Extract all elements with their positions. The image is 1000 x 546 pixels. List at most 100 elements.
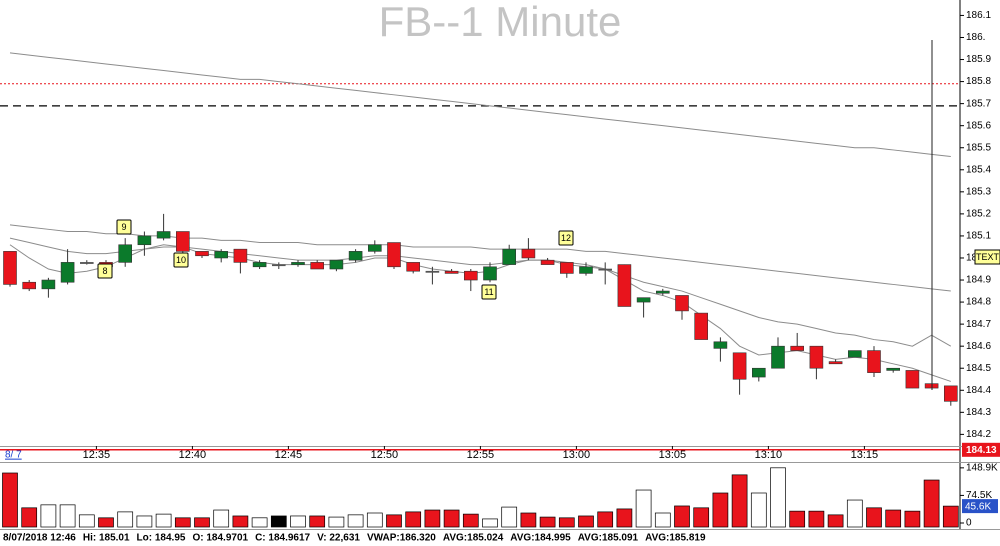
volume-bar	[117, 511, 134, 528]
candle-body	[521, 248, 536, 259]
status-field: C: 184.9617	[255, 533, 310, 544]
volume-bar	[251, 517, 268, 528]
candle-body	[41, 279, 56, 290]
candle-body	[3, 251, 17, 285]
status-field: VWAP:186.320	[367, 533, 436, 544]
volume-bar	[309, 515, 326, 528]
candle-body	[22, 281, 37, 290]
candle-body	[751, 367, 766, 378]
volume-bar	[789, 510, 806, 528]
volume-bar	[712, 492, 729, 528]
status-field: 8/07/2018 12:46	[3, 533, 76, 544]
volume-tick-label: 148.9K	[966, 462, 998, 473]
y-tick-label: 185.8	[966, 76, 991, 87]
volume-bar	[846, 499, 863, 528]
candle-body	[828, 361, 843, 365]
volume-bar	[866, 507, 882, 528]
volume-bar	[270, 515, 287, 528]
candle-body	[310, 262, 325, 270]
candle-body	[118, 244, 132, 263]
y-tick-label: 185.7	[966, 98, 991, 109]
average-line	[9, 237, 952, 347]
y-tick-label: 184.5	[966, 363, 991, 374]
y-tick-label: 184.8	[966, 297, 991, 308]
volume-bar	[558, 517, 575, 528]
candle-body	[771, 345, 785, 369]
y-tick-label: 184.6	[966, 341, 991, 352]
status-field: AVG:185.819	[645, 533, 706, 544]
volume-tick-label: 0	[966, 518, 972, 529]
candle-body	[463, 270, 478, 281]
volume-bar	[194, 517, 210, 528]
volume-bar	[597, 511, 614, 528]
candle-body	[713, 341, 728, 349]
volume-bar	[174, 517, 191, 528]
date-tab[interactable]: 8/ 7	[5, 450, 22, 461]
text-marker-box	[974, 249, 1000, 265]
volume-bar	[443, 509, 460, 528]
annotation-box	[481, 284, 497, 300]
candle-body	[847, 350, 862, 358]
volume-bar	[942, 505, 959, 528]
candle-body	[809, 345, 824, 369]
x-tick-label: 13:00	[563, 449, 591, 461]
last-price-label: 184.13	[966, 445, 997, 456]
candle-body	[732, 352, 747, 380]
x-tick-label: 13:05	[659, 449, 687, 461]
volume-bar	[808, 510, 825, 528]
volume-bar	[21, 507, 38, 528]
status-field: AVG:185.024	[443, 533, 504, 544]
last-price-tag	[962, 442, 1000, 457]
volume-bar	[136, 515, 153, 528]
volume-tick-label: 74.5K	[966, 490, 992, 501]
candle-body	[598, 268, 613, 271]
annotation: 10	[176, 255, 186, 265]
candle-body	[694, 312, 709, 340]
volume-bar	[40, 504, 57, 528]
candle-body	[943, 385, 958, 402]
y-tick-label: 186.1	[966, 10, 991, 21]
candle-body	[886, 367, 901, 371]
candle-body	[617, 264, 632, 307]
volume-bar	[750, 492, 767, 528]
candle-body	[790, 345, 805, 351]
status-field: Lo: 184.95	[137, 533, 186, 544]
x-tick-label: 12:35	[83, 449, 111, 461]
candle-body	[675, 295, 689, 312]
status-field: Hi: 185.01	[83, 533, 130, 544]
x-tick-label: 12:40	[179, 449, 207, 461]
y-tick-label: 184.3	[966, 407, 991, 418]
volume-bar	[328, 516, 345, 528]
volume-bar	[539, 516, 556, 528]
y-tick-label: 185.3	[966, 186, 991, 197]
candle-body	[483, 266, 497, 281]
volume-bar	[405, 511, 422, 528]
volume-bar	[501, 506, 518, 528]
candle-body	[867, 350, 881, 373]
y-tick-label: 184.7	[966, 319, 991, 330]
volume-bar	[731, 474, 748, 528]
candle-body	[540, 259, 555, 265]
status-field: V: 22,631	[317, 533, 360, 544]
volume-bar	[59, 504, 76, 528]
y-tick-label: 186.	[966, 32, 985, 43]
candle-body	[60, 262, 75, 283]
volume-bar	[635, 489, 652, 528]
annotation-box	[173, 252, 189, 268]
annotation-box	[97, 263, 113, 279]
candle-body	[137, 235, 152, 246]
candle-body	[655, 290, 670, 294]
volume-bar	[693, 507, 710, 528]
volume-bar	[155, 513, 172, 528]
volume-bar	[904, 510, 921, 528]
candle-body	[444, 270, 459, 274]
volume-bar	[386, 514, 402, 528]
x-tick-label: 13:10	[755, 449, 783, 461]
volume-tag-label: 45.6K	[965, 501, 991, 512]
y-tick-label: 185.4	[966, 164, 991, 175]
average-line	[9, 52, 951, 158]
y-tick-label: 184.2	[966, 429, 991, 440]
